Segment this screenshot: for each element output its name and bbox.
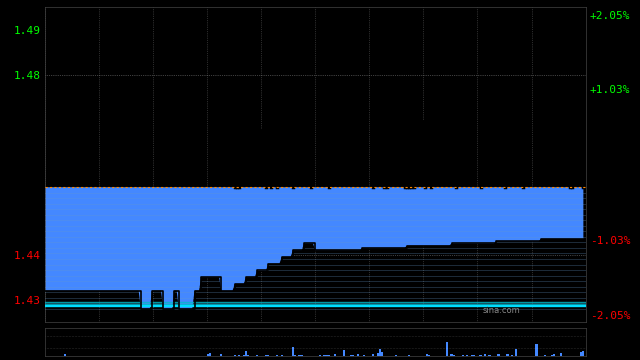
Bar: [280, 355, 283, 356]
Bar: [506, 354, 509, 356]
Bar: [245, 351, 247, 356]
Bar: [544, 355, 547, 356]
Bar: [461, 355, 464, 356]
Bar: [560, 353, 562, 356]
Bar: [343, 350, 346, 356]
Bar: [352, 355, 355, 356]
Bar: [553, 354, 556, 356]
Bar: [323, 355, 325, 356]
Bar: [247, 355, 249, 356]
Bar: [408, 355, 410, 356]
Bar: [234, 355, 236, 356]
Text: sina.com: sina.com: [483, 306, 521, 315]
Bar: [319, 355, 321, 356]
Bar: [372, 355, 374, 356]
Bar: [350, 355, 352, 356]
Bar: [207, 354, 209, 356]
Bar: [328, 355, 330, 356]
Bar: [356, 355, 359, 356]
Bar: [451, 354, 452, 356]
Bar: [497, 354, 500, 356]
Bar: [466, 355, 468, 356]
Bar: [511, 355, 513, 356]
Bar: [209, 353, 211, 356]
Bar: [470, 355, 473, 356]
Bar: [256, 355, 258, 356]
Bar: [580, 352, 582, 356]
Bar: [301, 355, 303, 356]
Bar: [446, 342, 448, 356]
Bar: [479, 355, 482, 356]
Bar: [220, 354, 223, 356]
Bar: [238, 355, 241, 356]
Bar: [292, 347, 294, 356]
Bar: [265, 355, 267, 356]
Bar: [334, 354, 337, 356]
Bar: [276, 355, 278, 356]
Bar: [515, 350, 518, 356]
Bar: [473, 355, 475, 356]
Bar: [452, 355, 455, 356]
Bar: [267, 355, 269, 356]
Bar: [364, 355, 365, 356]
Bar: [535, 344, 538, 356]
Bar: [484, 354, 486, 356]
Bar: [379, 349, 381, 356]
Bar: [243, 355, 245, 356]
Bar: [377, 354, 379, 356]
Bar: [551, 355, 553, 356]
Bar: [64, 354, 66, 356]
Bar: [294, 355, 296, 356]
Bar: [428, 355, 430, 356]
Bar: [582, 351, 584, 356]
Bar: [325, 355, 328, 356]
Bar: [488, 355, 491, 356]
Bar: [298, 355, 301, 356]
Bar: [426, 354, 428, 356]
Bar: [381, 352, 383, 356]
Bar: [394, 355, 397, 356]
